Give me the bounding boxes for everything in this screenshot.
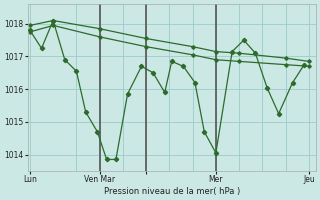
X-axis label: Pression niveau de la mer( hPa ): Pression niveau de la mer( hPa ) (104, 187, 240, 196)
